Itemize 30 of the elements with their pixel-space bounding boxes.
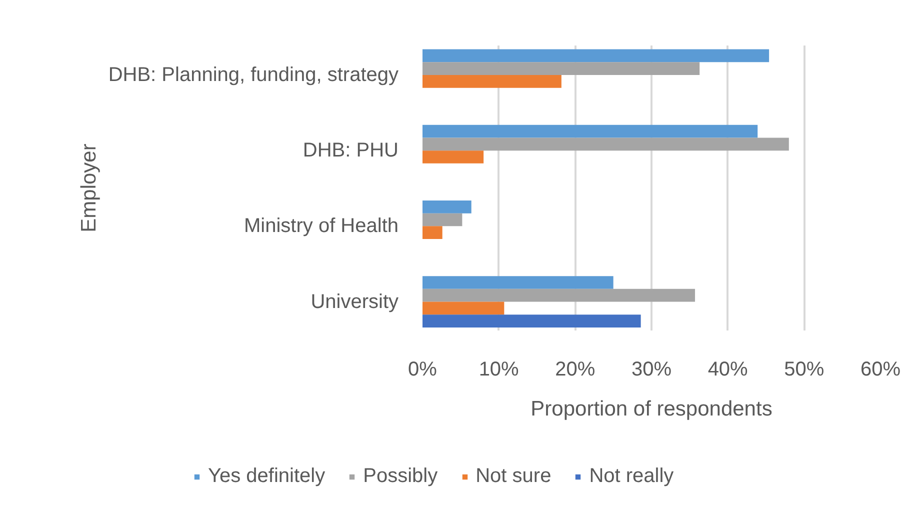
y-tick-label: Ministry of Health (244, 215, 399, 238)
bar (422, 276, 614, 289)
bar (422, 150, 484, 164)
bar (422, 226, 442, 240)
bar (422, 314, 641, 328)
x-axis-title: Proportion of respondents (530, 398, 772, 420)
y-tick-label: DHB: PHU (302, 140, 399, 162)
y-tick-label: DHB: Planning, funding, strategy (108, 64, 399, 86)
bar (422, 124, 758, 138)
bar (422, 200, 472, 214)
legend-label: Possibly (363, 465, 438, 488)
x-tick-label: 0% (408, 358, 438, 380)
bar (422, 302, 504, 315)
x-tick-label: 50% (784, 358, 824, 380)
bar (422, 213, 462, 226)
legend-label: Yes definitely (208, 465, 326, 488)
x-tick-label: 40% (708, 358, 748, 380)
y-axis-title: Employer (77, 144, 100, 232)
bar (422, 138, 789, 151)
x-tick-label: 30% (631, 358, 672, 380)
legend-label: Not really (589, 465, 674, 488)
bar (422, 288, 696, 302)
bar (422, 49, 770, 62)
x-tick-label: 60% (860, 358, 901, 380)
x-tick-label: 20% (555, 358, 596, 380)
bar (422, 74, 562, 88)
y-tick-label: University (310, 290, 399, 313)
bar (422, 62, 700, 75)
legend-label: Not sure (476, 465, 552, 488)
x-tick-label: 10% (478, 358, 520, 380)
